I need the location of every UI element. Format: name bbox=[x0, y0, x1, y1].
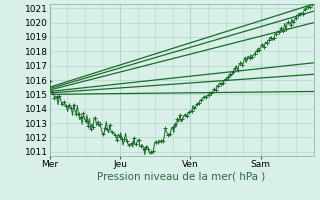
X-axis label: Pression niveau de la mer( hPa ): Pression niveau de la mer( hPa ) bbox=[98, 172, 266, 182]
